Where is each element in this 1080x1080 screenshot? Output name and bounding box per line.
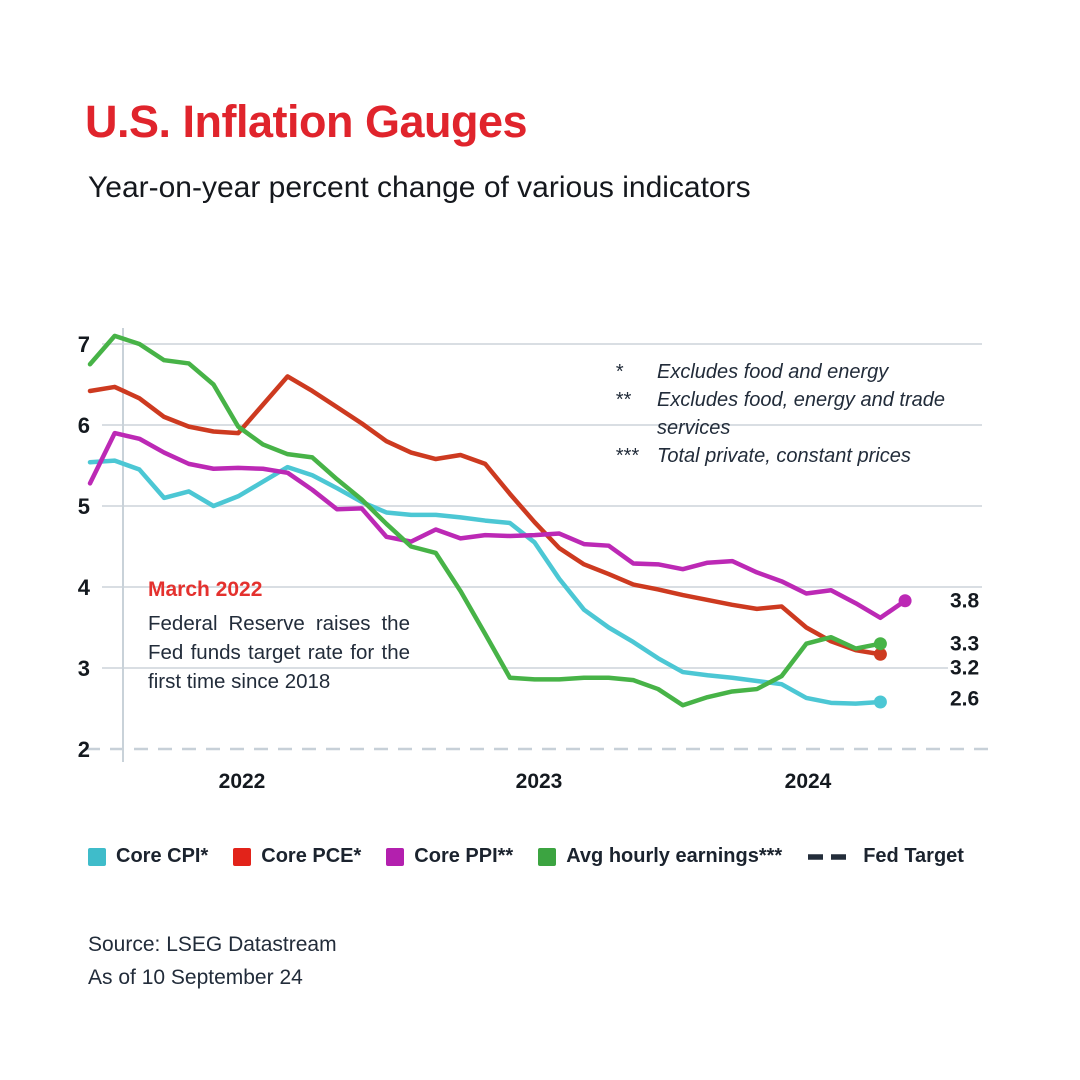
footnote-item: *** Total private, constant prices — [615, 442, 999, 470]
legend-label: Core PPI** — [414, 845, 514, 867]
series-end-dot — [873, 637, 887, 651]
series-end-dot — [873, 647, 887, 661]
legend-item-core-cpi: Core CPI* — [88, 845, 208, 868]
legend-item-fed-target: Fed Target — [807, 845, 964, 868]
chart-footnotes: * Excludes food and energy ** Excludes f… — [615, 358, 999, 470]
legend-item-avg-hourly-earnings: Avg hourly earnings*** — [538, 845, 782, 868]
march-2022-annotation: March 2022 Federal Reserve raises the Fe… — [148, 578, 410, 696]
source-note: Source: LSEG Datastream As of 10 Septemb… — [88, 928, 337, 994]
chart-legend: Core CPI* Core PCE* Core PPI** Avg hourl… — [88, 845, 964, 868]
footnote-item: * Excludes food and energy — [615, 358, 999, 386]
footnote-text: Total private, constant prices — [657, 445, 911, 467]
y-axis-tick-label: 6 — [78, 413, 90, 438]
y-axis-tick-label: 4 — [78, 575, 91, 600]
x-axis-year-label: 2023 — [516, 770, 563, 793]
core-pce-swatch-icon — [233, 847, 252, 866]
series-end-dot — [898, 594, 912, 608]
annotation-body: Federal Reserve raises the Fed funds tar… — [148, 612, 410, 693]
dashed-line-icon — [808, 853, 853, 860]
y-axis-tick-label: 5 — [78, 494, 90, 519]
footnote-text: Excludes food, energy and trade services — [657, 389, 945, 439]
series-line — [87, 430, 908, 621]
series-end-value-label: 2.6 — [950, 687, 979, 710]
page-title: U.S. Inflation Gauges — [85, 96, 528, 147]
legend-label: Avg hourly earnings*** — [566, 845, 783, 867]
x-axis-year-label: 2024 — [785, 770, 832, 793]
x-axis-year-label: 2022 — [219, 770, 266, 793]
source-line: Source: LSEG Datastream — [88, 933, 337, 956]
footnote-item: ** Excludes food, energy and trade servi… — [615, 386, 999, 442]
core-cpi-swatch-icon — [88, 847, 106, 866]
legend-label: Fed Target — [863, 845, 964, 867]
avg-hourly-earnings-swatch-icon — [538, 847, 557, 866]
y-axis-tick-label: 3 — [78, 656, 90, 681]
core-ppi-swatch-icon — [386, 847, 405, 866]
y-axis-tick-label: 7 — [78, 332, 90, 357]
series-line — [87, 458, 883, 706]
footnote-marker: *** — [615, 445, 639, 467]
series-end-value-label: 3.3 — [950, 632, 979, 655]
as-of-line: As of 10 September 24 — [88, 966, 303, 989]
series-end-value-label: 3.2 — [950, 657, 979, 680]
page-subtitle: Year-on-year percent change of various i… — [88, 171, 751, 204]
y-axis-tick-label: 2 — [78, 737, 90, 762]
series-line — [87, 333, 883, 708]
footnote-text: Excludes food and energy — [657, 361, 889, 383]
annotation-heading: March 2022 — [148, 578, 263, 601]
legend-label: Core CPI* — [116, 845, 209, 867]
legend-item-core-ppi: Core PPI** — [386, 845, 513, 868]
series-end-dot — [873, 695, 887, 709]
legend-label: Core PCE* — [261, 845, 362, 867]
series-line — [87, 374, 883, 657]
footnote-marker: * — [615, 361, 623, 383]
series-end-value-label: 3.8 — [950, 589, 980, 612]
footnote-marker: ** — [615, 389, 631, 411]
legend-item-core-pce: Core PCE* — [233, 845, 361, 868]
